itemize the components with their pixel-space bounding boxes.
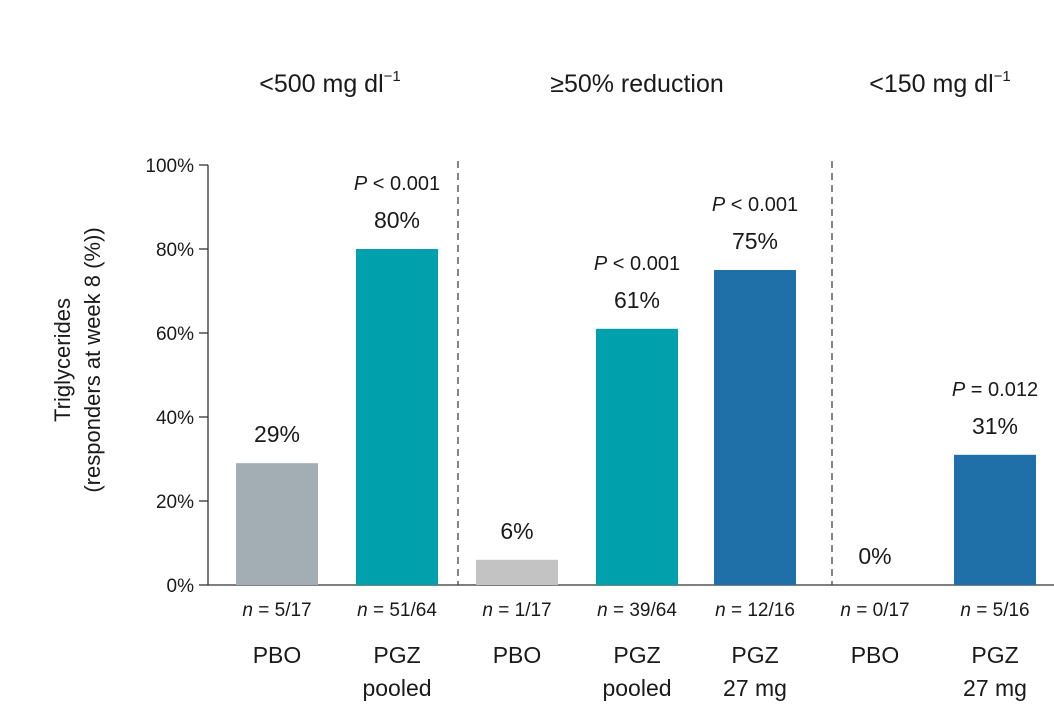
- bar: [476, 559, 558, 585]
- category-label: PGZ: [971, 642, 1018, 668]
- group-title: <500 mg dl−1: [259, 68, 401, 98]
- y-axis-label: Triglycerides (responders at week 8 (%)): [50, 227, 105, 492]
- p-symbol: P: [354, 173, 368, 195]
- category-label: PBO: [493, 642, 542, 668]
- bar: [356, 249, 438, 585]
- n-symbol: n: [597, 600, 608, 621]
- n-label: n = 5/17: [242, 600, 311, 621]
- n-value-text: = 0/17: [851, 600, 910, 621]
- n-symbol: n: [482, 600, 493, 621]
- category-label: 27 mg: [963, 675, 1027, 701]
- category-label: PGZ: [731, 642, 778, 668]
- n-symbol: n: [715, 600, 726, 621]
- p-value-label: P < 0.001: [594, 253, 680, 275]
- n-value-text: = 5/16: [971, 600, 1030, 621]
- bar: [596, 328, 678, 585]
- group-title-superscript: −1: [994, 68, 1011, 85]
- p-value-text: = 0.012: [965, 379, 1038, 401]
- n-label: n = 1/17: [482, 600, 551, 621]
- bar-value-label: 29%: [254, 421, 300, 447]
- bar-value-label: 31%: [972, 413, 1018, 439]
- n-value-text: = 51/64: [368, 600, 438, 621]
- y-tick-label: 60%: [156, 324, 194, 345]
- p-symbol: P: [594, 253, 608, 275]
- p-value-label: P < 0.001: [354, 173, 440, 195]
- y-tick-label: 0%: [167, 576, 195, 597]
- y-tick-label: 40%: [156, 408, 194, 429]
- bar-value-label: 80%: [374, 207, 420, 233]
- n-label: n = 5/16: [960, 600, 1029, 621]
- y-axis-label-line: (responders at week 8 (%)): [80, 227, 105, 492]
- bar: [236, 463, 318, 585]
- n-value-text: = 5/17: [253, 600, 312, 621]
- y-tick-label: 100%: [145, 156, 194, 177]
- n-value-text: = 1/17: [493, 600, 552, 621]
- group-title-text: ≥50% reduction: [550, 70, 724, 98]
- category-label: PGZ: [613, 642, 660, 668]
- bar-value-label: 61%: [614, 287, 660, 313]
- n-label: n = 39/64: [597, 600, 677, 621]
- n-label: n = 12/16: [715, 600, 795, 621]
- bar: [714, 270, 796, 585]
- group-title-text: <500 mg dl: [259, 70, 383, 98]
- category-label: pooled: [602, 675, 671, 701]
- category-label: PBO: [851, 642, 900, 668]
- bar-value-label: 6%: [500, 518, 533, 544]
- p-value-text: < 0.001: [607, 253, 680, 275]
- p-value-label: P = 0.012: [952, 379, 1038, 401]
- bar-value-label: 75%: [732, 228, 778, 254]
- n-symbol: n: [960, 600, 971, 621]
- p-value-text: < 0.001: [367, 173, 440, 195]
- category-label: pooled: [362, 675, 431, 701]
- category-label: PBO: [253, 642, 302, 668]
- n-value-text: = 39/64: [608, 600, 678, 621]
- y-tick-label: 80%: [156, 240, 194, 261]
- p-value-label: P < 0.001: [712, 194, 798, 216]
- n-symbol: n: [840, 600, 851, 621]
- category-label: PGZ: [373, 642, 420, 668]
- bar: [954, 454, 1036, 585]
- n-symbol: n: [242, 600, 253, 621]
- group-title-superscript: −1: [384, 68, 401, 85]
- group-title: <150 mg dl−1: [869, 68, 1011, 98]
- p-symbol: P: [952, 379, 966, 401]
- category-label: 27 mg: [723, 675, 787, 701]
- p-value-text: < 0.001: [725, 194, 798, 216]
- y-tick-label: 20%: [156, 492, 194, 513]
- n-value-text: = 12/16: [726, 600, 795, 621]
- y-axis-label-line: Triglycerides: [50, 298, 75, 422]
- group-title: ≥50% reduction: [550, 70, 724, 98]
- p-symbol: P: [712, 194, 726, 216]
- bar-value-label: 0%: [858, 543, 891, 569]
- n-symbol: n: [357, 600, 368, 621]
- group-title-text: <150 mg dl: [869, 70, 993, 98]
- n-label: n = 51/64: [357, 600, 437, 621]
- n-label: n = 0/17: [840, 600, 909, 621]
